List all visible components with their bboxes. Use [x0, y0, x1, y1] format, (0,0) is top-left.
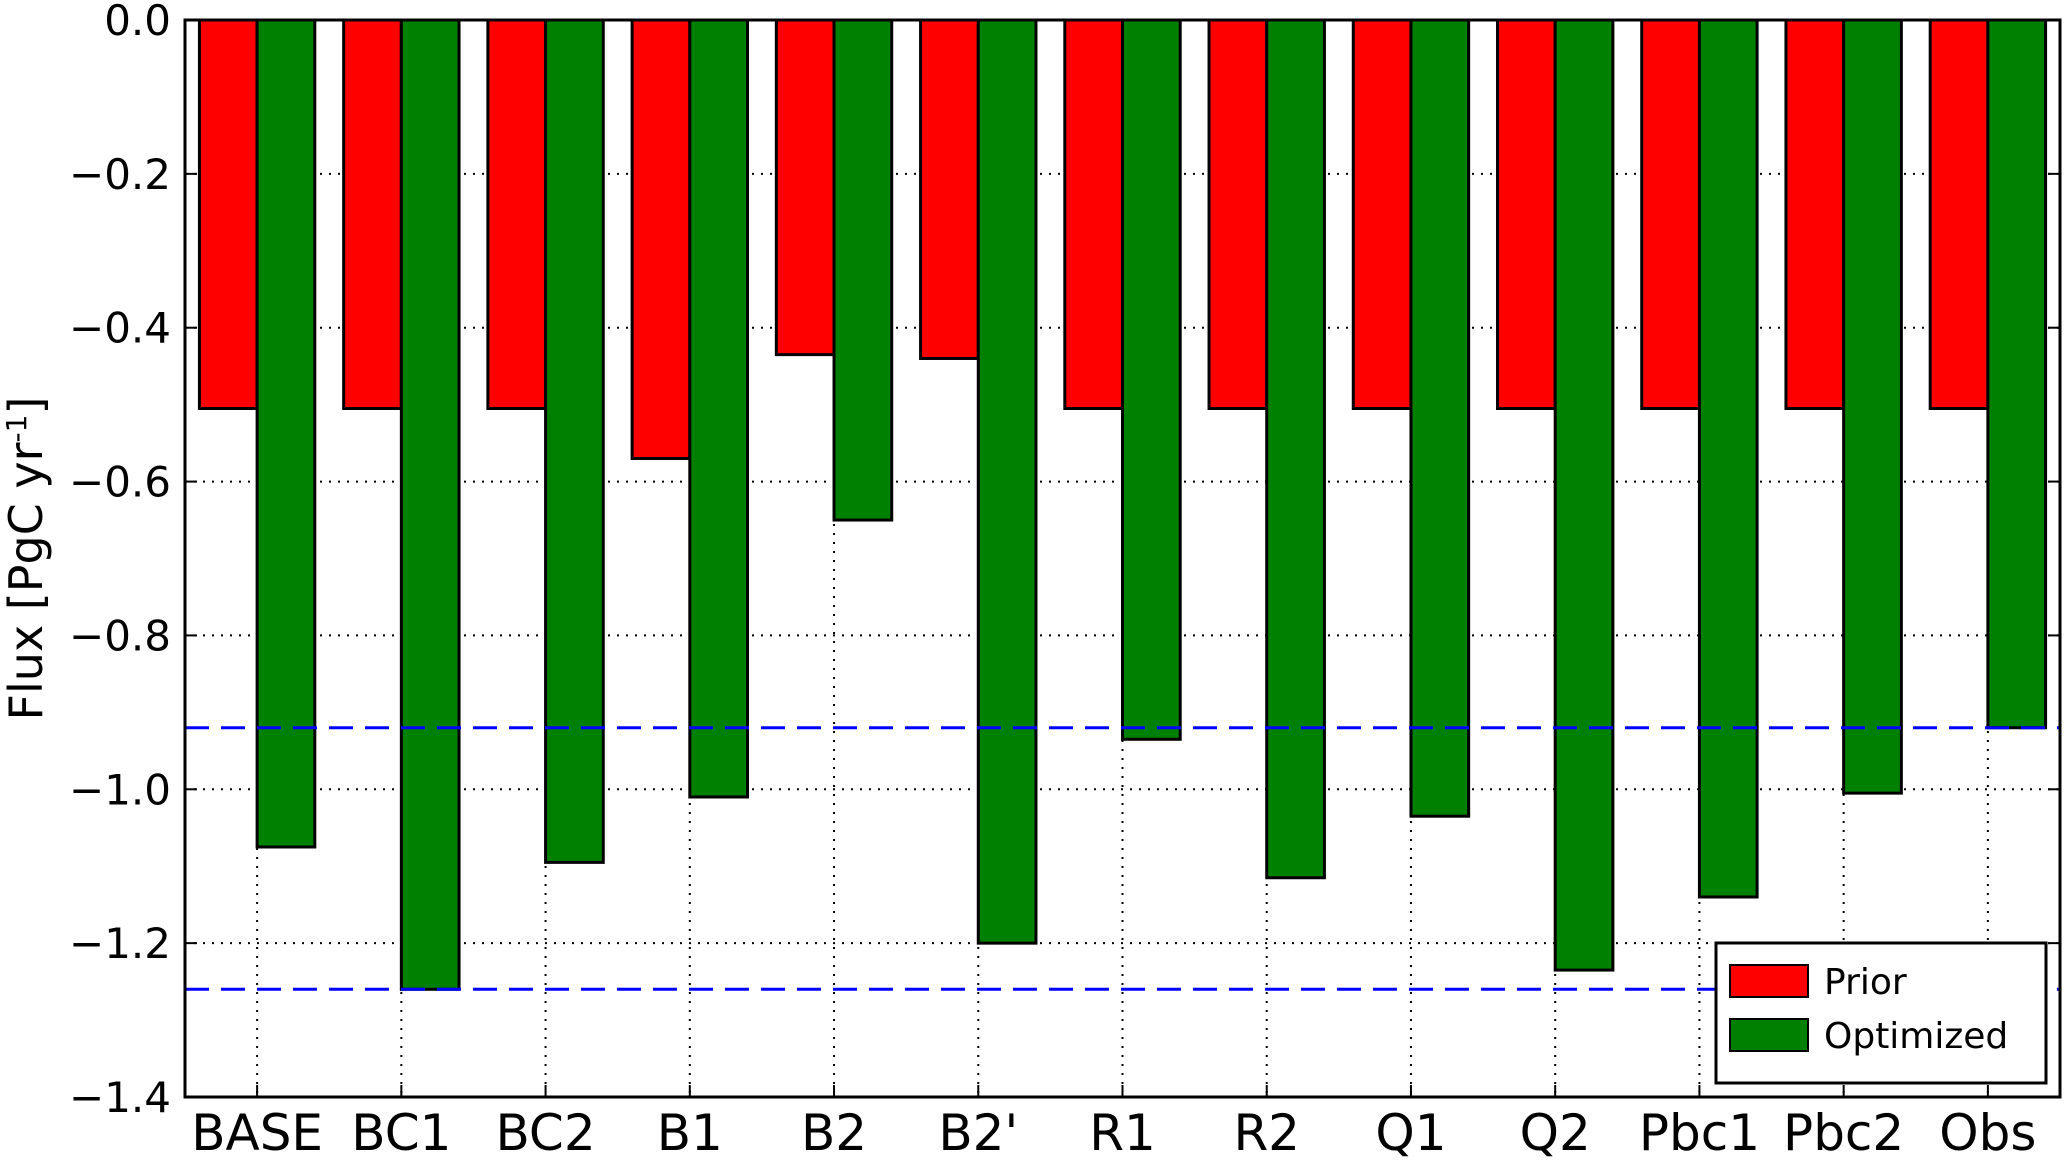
bar-prior-b1: [630, 18, 692, 460]
bar-optimized-b2: [832, 18, 894, 522]
x-tick-label: BASE: [191, 1104, 323, 1161]
bar-optimized-q2: [1553, 18, 1615, 972]
bar-prior-bc1: [342, 18, 403, 410]
bar-optimized-obs: [1986, 18, 2048, 730]
bar-prior-base: [197, 18, 259, 410]
y-tick-label: −0.8: [69, 611, 171, 660]
bar-prior-b2: [919, 18, 980, 360]
y-tick-label: −0.2: [69, 150, 171, 199]
bar-prior-b2: [774, 18, 836, 357]
y-tick-label: −1.0: [69, 765, 171, 814]
x-tick-label: Obs: [1939, 1104, 2036, 1161]
x-tick-label: Q1: [1375, 1104, 1446, 1161]
y-axis-label: Flux [PgC yr-1]: [0, 397, 53, 721]
legend-label-prior: Prior: [1824, 962, 1907, 1003]
axis-ticks: [185, 19, 2060, 1098]
bar-prior-obs: [1928, 18, 1990, 410]
y-tick-label: −0.6: [69, 458, 171, 507]
x-tick-label: BC2: [495, 1104, 595, 1161]
x-tick-label: B1: [657, 1104, 723, 1161]
y-axis-label-superscript: -1: [0, 415, 33, 443]
legend: Prior Optimized: [1714, 941, 2048, 1085]
bar-optimized-bc2: [544, 18, 605, 864]
bar-optimized-b1: [688, 18, 749, 799]
y-tick-labels: 0.0 −0.2 −0.4 −0.6 −0.8 −1.0 −1.2 −1.4: [69, 0, 171, 1122]
y-tick-label: −1.2: [69, 919, 171, 968]
legend-swatch-optimized: [1729, 1018, 1809, 1052]
x-tick-label: BC1: [351, 1104, 451, 1161]
bar-optimized-bc1: [399, 18, 461, 991]
bar-optimized-pbc1: [1697, 18, 1759, 899]
legend-label-optimized: Optimized: [1824, 1016, 2008, 1057]
x-tick-label: Pbc1: [1639, 1104, 1760, 1161]
x-tick-label: R2: [1233, 1104, 1300, 1161]
bar-optimized-r1: [1121, 18, 1182, 741]
bar-prior-pbc1: [1640, 18, 1701, 410]
x-tick-label: Q2: [1520, 1104, 1591, 1161]
x-tick-label: R1: [1089, 1104, 1156, 1161]
bar-optimized-base: [255, 18, 317, 849]
y-tick-label: −1.4: [69, 1073, 171, 1122]
bar-prior-r1: [1063, 18, 1125, 410]
x-tick-label: Pbc2: [1783, 1104, 1904, 1161]
bar-prior-q1: [1351, 18, 1413, 410]
legend-swatch-prior: [1729, 964, 1809, 998]
bar-prior-pbc2: [1784, 18, 1846, 410]
bar-optimized-q1: [1409, 18, 1471, 818]
bar-optimized-pbc2: [1842, 18, 1903, 795]
x-tick-label: B2: [801, 1104, 867, 1161]
y-tick-label: 0.0: [104, 0, 171, 45]
bar-optimized-r2: [1265, 18, 1326, 880]
y-axis-label-main: Flux [PgC yr: [0, 442, 53, 720]
y-tick-label: −0.4: [69, 304, 171, 353]
x-tick-labels: BASE BC1 BC2 B1 B2 B2' R1 R2 Q1 Q2 Pbc1 Pbc2 Obs: [191, 1104, 2036, 1161]
y-axis-label-end: ]: [0, 397, 53, 415]
x-tick-label: B2': [938, 1104, 1018, 1161]
bar-prior-r2: [1207, 18, 1269, 410]
bars: [197, 18, 2048, 991]
bar-prior-q2: [1496, 18, 1557, 410]
bar-optimized-b2: [976, 18, 1038, 945]
bar-prior-bc2: [486, 18, 548, 410]
